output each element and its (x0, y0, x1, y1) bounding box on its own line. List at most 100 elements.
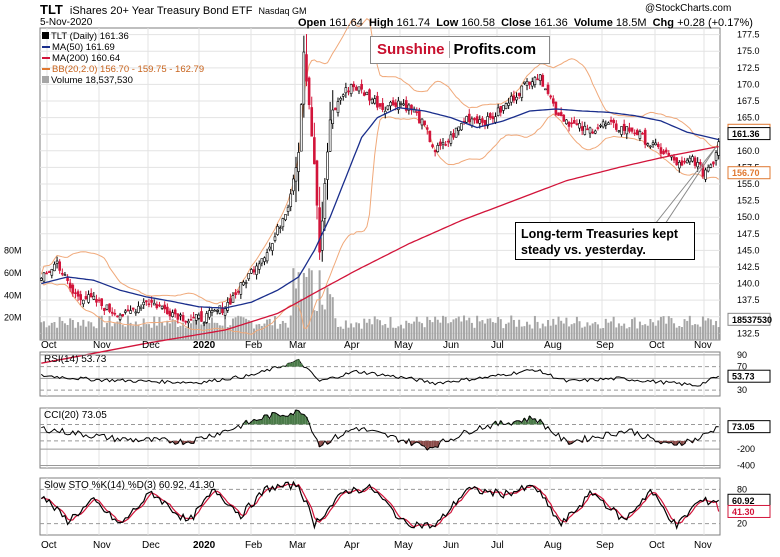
candle-body (336, 101, 340, 113)
price-axis-tick-label: 167.5 (737, 96, 760, 106)
x-axis-label-top: Dec (142, 340, 160, 351)
volume-bar (203, 322, 206, 340)
candle-body (402, 103, 405, 106)
price-axis-tick-label: 152.5 (737, 196, 760, 206)
candle-body (428, 130, 432, 143)
candle-body (239, 282, 243, 295)
volume-bar (481, 320, 484, 340)
candle-body (685, 159, 689, 164)
candle-body (50, 269, 54, 276)
x-axis-label-top: Oct (649, 340, 665, 351)
candle-body (407, 104, 411, 111)
candle-body (483, 119, 487, 126)
low-label: Low (436, 17, 459, 29)
volume-bar (161, 322, 164, 340)
candle-body (538, 74, 542, 81)
volume-bar (680, 327, 683, 340)
volume-bar (260, 325, 263, 340)
x-axis-label-bottom: Oct (41, 540, 57, 551)
candle-body (567, 122, 571, 127)
volume-bar (247, 320, 250, 340)
volume-bar (712, 325, 715, 340)
rsi-axis-tick-label: 30 (737, 385, 747, 395)
candle-body (55, 260, 59, 264)
volume-bar (526, 321, 529, 340)
volume-bar (570, 324, 573, 340)
ticker-symbol: TLT (40, 2, 63, 17)
candle-body (525, 81, 529, 86)
candle-body (562, 114, 566, 122)
volume-bar (308, 268, 311, 340)
candle-body (588, 127, 592, 134)
candle-body (486, 116, 489, 127)
chg-value: +0.28 (+0.17%) (677, 17, 753, 29)
candle-body (328, 119, 332, 152)
volume-bar (189, 323, 192, 340)
candle-body (176, 313, 180, 320)
candle-body (620, 126, 623, 135)
annotation-pointer (654, 146, 717, 225)
volume-bar (168, 323, 171, 340)
candle-body (315, 160, 319, 206)
candle-body (565, 119, 568, 125)
sto-k-line (40, 480, 720, 531)
x-axis-label-bottom: 2020 (193, 540, 216, 551)
volume-bar (145, 324, 148, 340)
volume-bar (371, 324, 374, 340)
candle-body (391, 100, 395, 106)
candle-body (71, 284, 75, 294)
candle-body (187, 320, 190, 324)
volume-bar (397, 326, 400, 340)
volume-bar (486, 318, 489, 340)
candle-body (651, 142, 655, 145)
price-axis-tick-label: 150.0 (737, 212, 760, 222)
candle-body (318, 207, 321, 253)
volume-bar (392, 327, 395, 340)
legend-bb-text: BB(20,2.0) 156.70 - 159.75 - 162.79 (52, 64, 205, 75)
candle-body (423, 120, 426, 126)
volume-bar (523, 326, 526, 340)
volume-bar (709, 319, 712, 340)
cci-axis-tick-label: -200 (737, 444, 755, 454)
cci-line (41, 409, 719, 451)
x-axis-label-bottom: Jul (491, 540, 504, 551)
volume-bar (604, 318, 607, 340)
candle-body (229, 298, 232, 305)
candle-body (478, 119, 482, 124)
candle-body (357, 86, 361, 92)
volume-bar (344, 320, 347, 340)
candle-body (58, 261, 61, 271)
candle-body (360, 83, 363, 90)
candle-body (163, 304, 167, 310)
candle-body (418, 110, 421, 124)
candle-body (145, 300, 148, 303)
rsi-tag-text: 53.73 (732, 372, 755, 382)
price-axis-tick-label: 170.0 (737, 79, 760, 89)
volume-bar (226, 327, 229, 340)
volume-bar (53, 322, 56, 340)
legend-ma50-swatch (42, 46, 50, 49)
x-axis-label-top: Nov (694, 340, 712, 351)
volume-bar (678, 326, 681, 340)
candle-body (678, 162, 681, 169)
candle-body (131, 307, 135, 310)
volume-bar (610, 321, 613, 340)
volume-bar (465, 320, 468, 340)
volume-bar (300, 298, 303, 340)
volume-bar (381, 325, 384, 340)
candle-body (517, 93, 521, 96)
candle-body (179, 314, 182, 317)
x-axis-label-bottom: Nov (93, 540, 111, 551)
volume-bar (40, 322, 43, 340)
candle-body (601, 121, 605, 128)
candle-body (654, 142, 657, 146)
price-tag-box (727, 127, 771, 141)
candle-body (236, 291, 240, 293)
volume-bar (318, 270, 321, 340)
x-axis-label-bottom: Oct (649, 540, 665, 551)
volume-bar (536, 321, 539, 340)
volume-bar (510, 315, 513, 340)
candle-body (116, 315, 119, 318)
logo-part-2: Profits.com (453, 41, 537, 58)
